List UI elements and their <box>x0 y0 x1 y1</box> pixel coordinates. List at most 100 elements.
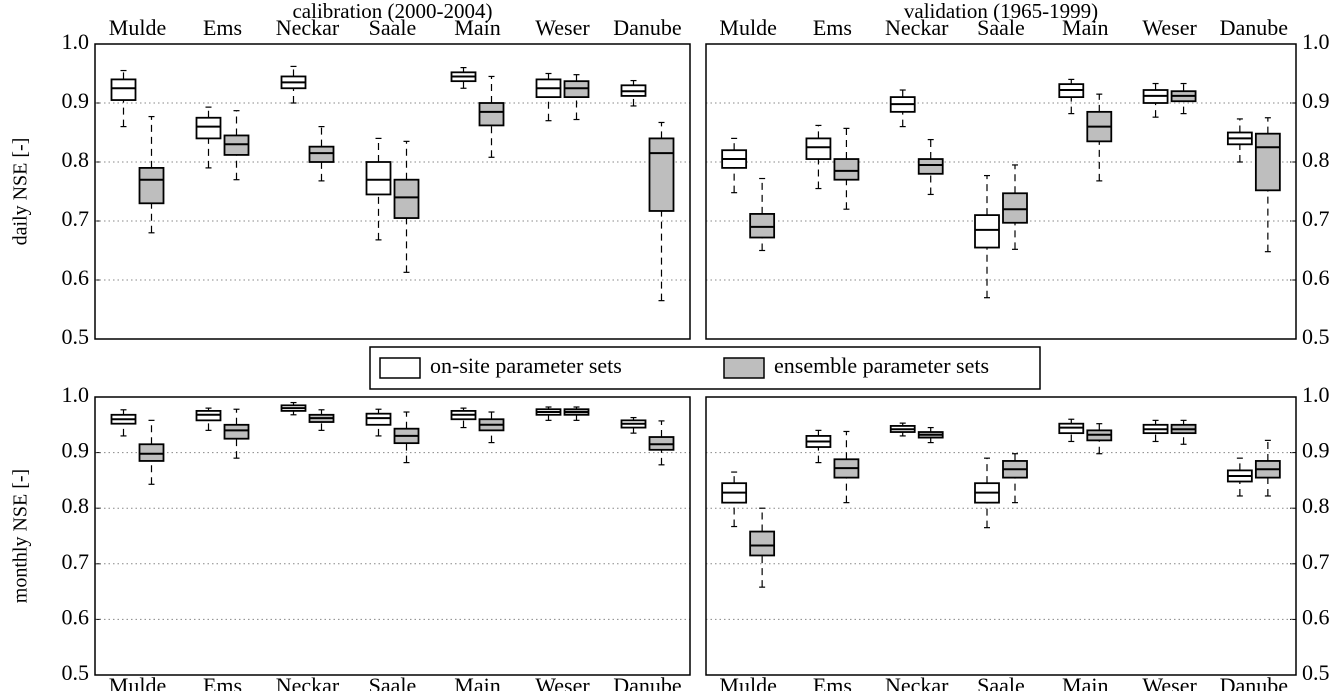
y-tick-label: 0.7 <box>1302 549 1330 574</box>
box <box>974 214 1000 249</box>
box <box>365 161 392 196</box>
y-tick-label: 0.5 <box>62 324 90 349</box>
y-tick-label: 0.7 <box>62 549 90 574</box>
box-plot <box>365 137 392 241</box>
box-plot <box>535 72 562 122</box>
box-plot <box>805 429 832 464</box>
box-plot <box>365 408 392 437</box>
y-tick-label: 0.7 <box>62 206 90 231</box>
y-tick-label: 0.5 <box>1302 324 1330 349</box>
y-tick-label: 0.8 <box>1302 147 1330 172</box>
x-tick-label: Mulde <box>719 673 776 691</box>
box <box>110 78 137 101</box>
box <box>223 423 250 440</box>
box-plot <box>1170 419 1197 445</box>
box-plot <box>195 407 222 431</box>
x-tick-label: Weser <box>1142 15 1197 40</box>
chart-title: calibration (2000-2004) <box>292 0 492 23</box>
box-plot <box>620 79 647 107</box>
box <box>648 137 675 212</box>
box-plot <box>393 140 420 273</box>
box <box>917 158 944 175</box>
box-plot <box>450 407 477 429</box>
box-plot <box>478 75 505 158</box>
plot-frame <box>705 43 1297 340</box>
box-plot <box>1002 453 1028 504</box>
legend-swatch <box>723 357 765 379</box>
legend-frame <box>369 346 1041 390</box>
x-tick-label: Ems <box>203 15 242 40</box>
box-plot <box>450 66 477 89</box>
box-plot <box>535 406 562 421</box>
box <box>138 166 165 205</box>
box-plot <box>110 409 137 437</box>
chart-title: validation (1965-1999) <box>904 0 1098 23</box>
box-plot <box>749 177 776 252</box>
box <box>478 102 505 127</box>
box-plot <box>1002 164 1028 250</box>
box-plot <box>1058 78 1085 115</box>
box-plot <box>280 65 307 104</box>
x-tick-label: Neckar <box>885 15 949 40</box>
x-tick-label: Ems <box>203 673 242 691</box>
box-plot <box>308 125 335 182</box>
box-plot <box>917 426 944 444</box>
box-plot <box>308 409 335 431</box>
box-plot <box>110 69 137 128</box>
x-tick-label: Danube <box>613 673 681 691</box>
x-tick-label: Mulde <box>109 15 166 40</box>
x-tick-label: Ems <box>813 15 852 40</box>
box <box>195 116 222 140</box>
y-tick-label: 0.5 <box>62 660 90 685</box>
y-tick-label: 0.8 <box>62 147 90 172</box>
box-plot <box>749 507 776 588</box>
box <box>308 145 335 163</box>
x-tick-label: Main <box>1062 15 1108 40</box>
y-tick-label: 0.6 <box>1302 604 1330 629</box>
x-tick-label: Danube <box>613 15 681 40</box>
box-plot <box>974 457 1000 529</box>
x-tick-label: Weser <box>535 15 590 40</box>
y-tick-label: 0.6 <box>62 604 90 629</box>
box-plot <box>1254 439 1281 497</box>
y-tick-label: 0.9 <box>62 88 90 113</box>
box-plot <box>1086 423 1113 455</box>
box-plot <box>1058 418 1085 443</box>
box-plot <box>721 471 748 528</box>
x-tick-label: Main <box>454 15 500 40</box>
plot-frame <box>705 396 1297 676</box>
box-plot <box>223 408 250 459</box>
y-axis-label: monthly NSE [-] <box>10 469 32 603</box>
x-tick-label: Mulde <box>109 673 166 691</box>
legend-label: ensemble parameter sets <box>774 353 989 378</box>
box-plot <box>195 106 222 169</box>
box <box>749 530 776 557</box>
x-tick-label: Neckar <box>885 673 949 691</box>
y-tick-label: 0.9 <box>1302 438 1330 463</box>
box-plot <box>223 110 250 181</box>
x-tick-label: Saale <box>977 673 1025 691</box>
y-tick-label: 0.8 <box>62 493 90 518</box>
box <box>749 213 776 239</box>
x-tick-label: Danube <box>1220 15 1288 40</box>
box-plot <box>1086 93 1113 182</box>
box-plot <box>620 416 647 434</box>
box-plot <box>1142 82 1169 118</box>
x-tick-label: Neckar <box>276 15 340 40</box>
x-tick-label: Weser <box>1142 673 1197 691</box>
box-plot <box>805 124 832 190</box>
box-plot <box>280 401 307 416</box>
y-tick-label: 0.5 <box>1302 660 1330 685</box>
plot-frame <box>94 43 691 340</box>
y-axis-label: daily NSE [-] <box>10 138 32 246</box>
x-tick-label: Neckar <box>276 673 340 691</box>
x-tick-label: Ems <box>813 673 852 691</box>
x-tick-label: Main <box>454 673 500 691</box>
y-tick-label: 0.7 <box>1302 206 1330 231</box>
x-tick-label: Mulde <box>719 15 776 40</box>
x-tick-label: Saale <box>369 673 417 691</box>
y-tick-label: 1.0 <box>1302 29 1330 54</box>
box-plot <box>478 411 505 444</box>
box-plot <box>1254 117 1281 253</box>
